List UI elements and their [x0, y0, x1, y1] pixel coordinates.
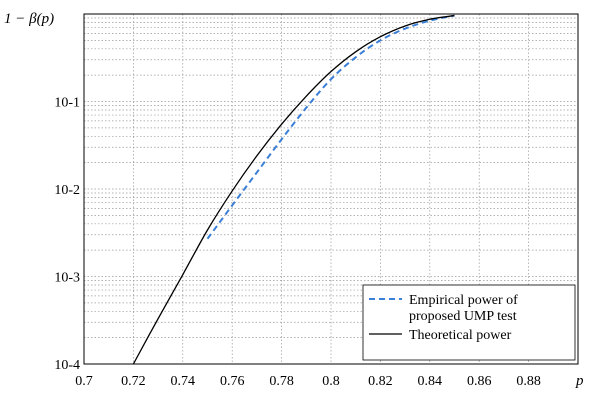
- tick-labels: 0.7 0.72 0.74 0.76 0.78 0.8 0.82 0.84 0.86 0.88 10…: [54, 96, 541, 390]
- legend-label-empirical-line2: proposed UMP test: [409, 309, 517, 324]
- series-line-theoretical: [132, 14, 455, 365]
- y-tick-label: 10-4: [54, 358, 80, 373]
- y-axis-label: 1 − β(p): [4, 11, 54, 27]
- x-tick-label: 0.76: [220, 374, 245, 389]
- x-tick-label: 0.74: [171, 374, 196, 389]
- legend: Empirical power of proposed UMP test The…: [362, 284, 576, 361]
- legend-label-empirical-line1: Empirical power of: [409, 293, 518, 308]
- x-tick-label: 0.84: [418, 374, 443, 389]
- x-tick-label: 0.86: [467, 374, 492, 389]
- x-tick-label: 0.72: [121, 374, 146, 389]
- x-tick-label: 0.8: [322, 374, 340, 389]
- x-tick-label: 0.88: [516, 374, 541, 389]
- legend-label-theoretical: Theoretical power: [409, 328, 512, 343]
- series-layer: [132, 14, 455, 365]
- x-tick-label: 0.82: [368, 374, 393, 389]
- y-tick-label: 10-1: [54, 96, 80, 111]
- x-tick-label: 0.7: [75, 374, 93, 389]
- series-line-empirical: [206, 14, 455, 240]
- legend-box: [362, 284, 576, 361]
- plot-frame: [83, 13, 579, 365]
- x-axis-label: p: [575, 373, 584, 389]
- y-tick-label: 10-2: [54, 183, 80, 198]
- y-tick-label: 10-3: [54, 271, 80, 286]
- x-tick-label: 0.78: [269, 374, 294, 389]
